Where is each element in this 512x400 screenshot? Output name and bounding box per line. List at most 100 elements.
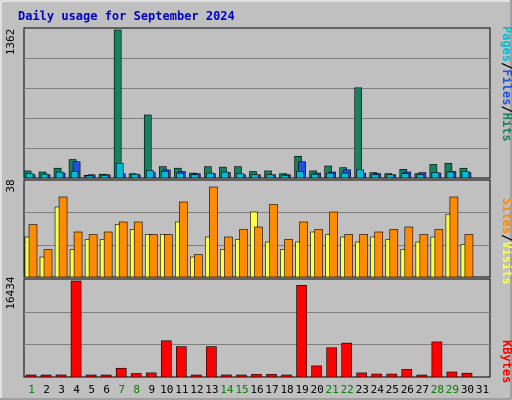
bar-pages-day-10 xyxy=(160,171,169,179)
chart-panel-middle: 38 xyxy=(4,179,491,278)
legend-pages-files-hits-hits: Hits xyxy=(500,113,512,142)
legend-pages-files-hits-pages: Pages xyxy=(500,26,512,62)
legend-pages-files-hits-files: Files xyxy=(500,69,512,105)
chart-panels: 1362 38 16434 xyxy=(4,27,491,378)
bar-sites-day-23 xyxy=(359,234,369,278)
bar-hits-day-23 xyxy=(354,87,363,179)
bar-kbytes-day-17 xyxy=(266,374,277,378)
bar-sites-day-5 xyxy=(88,234,98,278)
bar-pages-day-29 xyxy=(446,171,455,179)
x-tick-label-day: 10 xyxy=(160,383,173,396)
bar-pages-day-23 xyxy=(356,169,365,179)
bar-pages-day-27 xyxy=(416,174,425,179)
panel-top-plot-area xyxy=(23,27,491,179)
bar-pages-day-8 xyxy=(130,173,139,179)
x-tick-label-day: 6 xyxy=(103,383,110,396)
bar-sites-day-26 xyxy=(404,226,414,278)
chart-panel-top: 1362 xyxy=(4,27,491,179)
bar-kbytes-day-20 xyxy=(311,365,322,378)
x-tick-label-day: 19 xyxy=(295,383,308,396)
bar-kbytes-day-24 xyxy=(371,373,383,378)
bar-pages-day-28 xyxy=(431,172,440,179)
x-tick-label-day: 28 xyxy=(431,383,444,396)
x-tick-label-day: 27 xyxy=(416,383,429,396)
bar-kbytes-day-8 xyxy=(130,373,142,378)
bar-kbytes-day-23 xyxy=(356,372,368,378)
x-tick-label-day: 13 xyxy=(205,383,218,396)
bar-pages-day-19 xyxy=(296,171,304,179)
bar-sites-day-11 xyxy=(179,201,188,278)
bar-hits-day-9 xyxy=(143,114,152,179)
bar-pages-day-5 xyxy=(85,175,94,179)
bar-kbytes-day-2 xyxy=(40,374,52,378)
x-tick-label-day: 26 xyxy=(401,383,414,396)
legend-pages-files-hits: Pages/Files/Hits xyxy=(500,26,512,142)
x-tick-label-day: 17 xyxy=(265,383,278,396)
x-tick-label-day: 1 xyxy=(28,383,35,396)
x-tick-label-day: 7 xyxy=(118,383,125,396)
bar-pages-day-18 xyxy=(281,174,289,179)
bar-kbytes-day-22 xyxy=(341,342,352,378)
bar-pages-day-22 xyxy=(341,172,349,179)
bar-kbytes-day-10 xyxy=(160,340,172,378)
bar-pages-day-9 xyxy=(145,170,154,179)
x-tick-label-day: 25 xyxy=(386,383,399,396)
bar-kbytes-day-30 xyxy=(461,372,473,378)
x-tick-label-day: 9 xyxy=(148,383,155,396)
bar-sites-day-14 xyxy=(224,236,233,278)
x-tick-label-day: 3 xyxy=(58,383,65,396)
bar-sites-day-29 xyxy=(449,196,459,278)
bar-sites-day-21 xyxy=(329,211,338,278)
bar-sites-day-27 xyxy=(419,234,429,278)
legend-sites-visits-separator: / xyxy=(500,234,512,241)
bar-sites-day-30 xyxy=(464,234,474,278)
bar-kbytes-day-12 xyxy=(191,374,202,378)
bar-kbytes-day-18 xyxy=(281,374,292,378)
bar-sites-day-19 xyxy=(299,221,308,278)
x-tick-label-day: 15 xyxy=(235,383,248,396)
panel-bottom-max-label: 16434 xyxy=(4,276,17,309)
bar-kbytes-day-29 xyxy=(446,371,458,378)
bar-pages-day-21 xyxy=(326,172,334,179)
bar-kbytes-day-21 xyxy=(326,347,337,378)
x-tick-label-day: 22 xyxy=(341,383,354,396)
bar-pages-day-11 xyxy=(176,172,184,179)
bar-sites-day-17 xyxy=(269,204,278,278)
bar-pages-day-7 xyxy=(115,163,124,179)
legend-pages-files-hits-separator: / xyxy=(500,105,512,112)
x-tick-label-day: 20 xyxy=(311,383,324,396)
x-tick-label-day: 21 xyxy=(326,383,339,396)
bar-kbytes-day-14 xyxy=(221,374,232,378)
x-tick-label-day: 18 xyxy=(280,383,293,396)
legend-pages-files-hits-separator: / xyxy=(500,62,512,69)
bar-pages-day-26 xyxy=(401,173,410,179)
legend-kbytes-kbytes: KBytes xyxy=(500,340,512,383)
bar-hits-day-7 xyxy=(113,29,122,179)
bar-kbytes-day-25 xyxy=(386,373,398,378)
bar-pages-day-17 xyxy=(266,174,274,179)
legend-kbytes: KBytes xyxy=(500,340,512,383)
bar-sites-day-1 xyxy=(28,224,38,278)
x-tick-label-day: 5 xyxy=(88,383,95,396)
bar-kbytes-day-4 xyxy=(70,280,82,378)
bar-sites-day-22 xyxy=(344,234,353,278)
bar-pages-day-6 xyxy=(100,174,109,179)
panel-bottom-plot-area xyxy=(23,278,491,378)
bar-sites-day-28 xyxy=(434,229,444,278)
bar-pages-day-1 xyxy=(25,173,34,179)
x-tick-label-day: 11 xyxy=(175,383,188,396)
bar-pages-day-2 xyxy=(40,173,49,179)
bar-pages-day-14 xyxy=(221,171,229,179)
bar-kbytes-day-13 xyxy=(206,346,217,378)
bar-kbytes-day-28 xyxy=(431,341,443,378)
bar-sites-day-25 xyxy=(389,229,399,278)
bar-sites-day-16 xyxy=(254,226,263,278)
bar-sites-day-13 xyxy=(209,186,218,278)
bar-kbytes-day-6 xyxy=(100,374,112,378)
bar-kbytes-day-27 xyxy=(416,374,428,378)
bar-pages-day-30 xyxy=(461,171,470,179)
x-tick-label-day: 29 xyxy=(446,383,459,396)
panel-top-max-label: 1362 xyxy=(4,29,17,56)
